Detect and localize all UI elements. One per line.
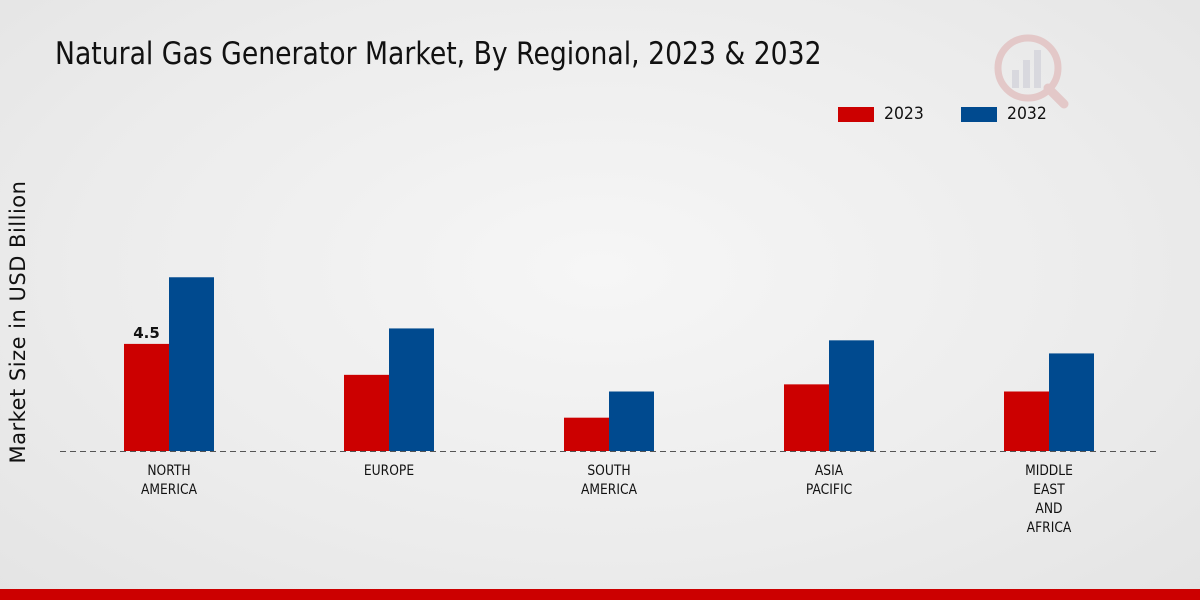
legend-item-2023: 2023: [838, 104, 927, 124]
bar-2032-1: [389, 328, 434, 451]
x-tick-label-2-line-1: AMERICA: [581, 482, 637, 498]
x-tick-label-4-line-2: AND: [1035, 501, 1062, 517]
footer-bar: [0, 589, 1200, 600]
bar-2023-4: [1004, 391, 1049, 451]
legend-swatch-2032: [961, 106, 998, 122]
legend: 2023 2032: [838, 104, 1085, 124]
legend-item-2032: 2032: [961, 104, 1050, 124]
watermark-logo-icon: [994, 34, 1069, 109]
x-tick-label-4-line-0: MIDDLE: [1025, 463, 1073, 479]
bar-2023-1: [344, 374, 389, 451]
bar-2023-2: [564, 417, 609, 451]
x-tick-label-4-line-1: EAST: [1033, 482, 1065, 498]
bar-2032-2: [609, 391, 654, 451]
x-tick-label-4-line-3: AFRICA: [1027, 520, 1072, 536]
x-tick-label-0-line-1: AMERICA: [141, 482, 197, 498]
x-tick-label-3-line-1: PACIFIC: [806, 482, 852, 498]
chart-title: Natural Gas Generator Market, By Regiona…: [55, 36, 822, 72]
legend-label-2023: 2023: [884, 104, 924, 124]
bar-2032-4: [1049, 353, 1094, 451]
bar-2023-3: [784, 384, 829, 451]
x-tick-label-1-line-0: EUROPE: [364, 463, 414, 479]
bar-2023-0: [124, 343, 169, 451]
legend-label-2032: 2032: [1007, 104, 1048, 124]
legend-swatch-2023: [838, 106, 874, 122]
x-tick-label-2-line-0: SOUTH: [587, 463, 630, 479]
bar-2032-0: [169, 277, 214, 451]
data-label-0: 4.5: [133, 324, 160, 342]
bar-2032-3: [829, 340, 874, 451]
x-tick-label-3-line-0: ASIA: [815, 463, 843, 479]
x-tick-label-0-line-0: NORTH: [147, 463, 190, 479]
